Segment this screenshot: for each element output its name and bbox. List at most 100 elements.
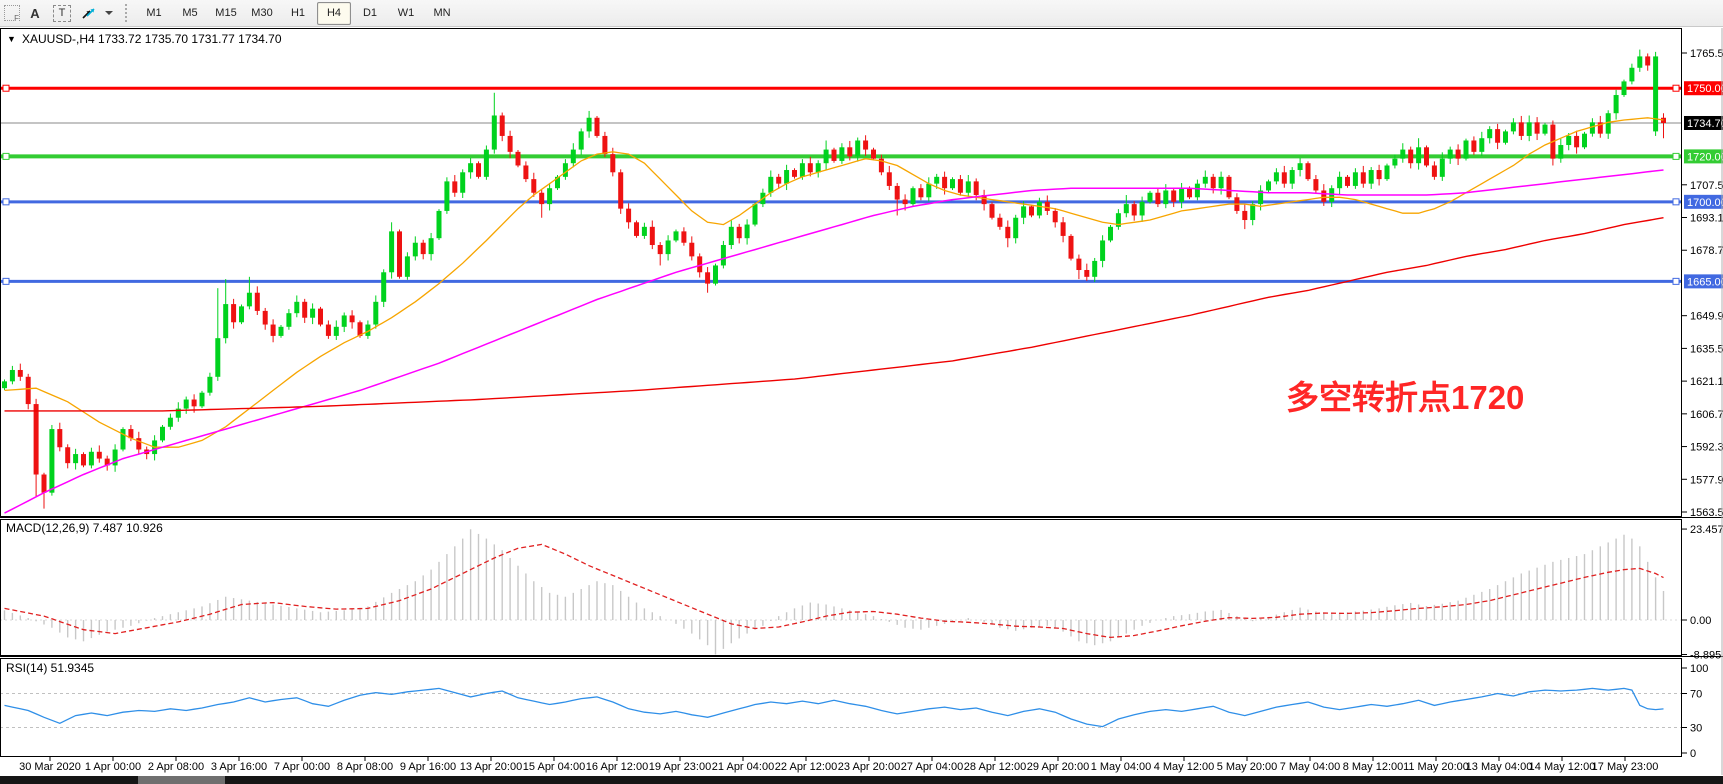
- macd-signal-line: [4, 543, 1664, 639]
- timeframe-button-M15[interactable]: M15: [215, 7, 237, 19]
- time-axis-label: 16 Apr 12:00: [586, 761, 648, 773]
- time-axis-label: 11 May 20:00: [1403, 761, 1469, 773]
- candle: [626, 208, 632, 223]
- candle: [1060, 222, 1066, 236]
- hline-price-label: [1684, 149, 1723, 164]
- candle: [1005, 226, 1011, 239]
- candle: [231, 304, 237, 323]
- price-tick-label: 1693.10: [1690, 213, 1723, 225]
- hline-handle[interactable]: [2, 84, 10, 92]
- text-label-tool-button[interactable]: T: [53, 4, 71, 22]
- time-axis-label: 14 May 12:00: [1529, 761, 1596, 773]
- candle: [1463, 140, 1469, 159]
- candle: [768, 176, 774, 193]
- price-tick-label: 1765.50: [1690, 48, 1723, 60]
- candle: [839, 147, 845, 161]
- timeframe-button-M30[interactable]: M30: [251, 7, 273, 19]
- candle: [468, 163, 474, 173]
- svg-text:1720.00: 1720.00: [1687, 151, 1723, 163]
- candle: [1171, 190, 1177, 202]
- candle: [57, 429, 63, 448]
- timeframe-button-D1[interactable]: D1: [362, 7, 378, 19]
- candle: [965, 181, 971, 193]
- time-axis[interactable]: 30 Mar 2020 1 Apr 00:00 2 Apr 08:00 3 Apr 1…: [19, 757, 1658, 773]
- timeframe-button-H4[interactable]: H4: [317, 1, 351, 25]
- candle: [926, 183, 932, 198]
- chart-title: XAUUSD-,H4 1733.72 1735.70 1731.77 1734.…: [22, 32, 282, 46]
- candle: [713, 265, 718, 284]
- pane-borders: [0, 28, 1723, 775]
- dropdown-caret-icon[interactable]: [105, 11, 113, 15]
- candle: [294, 301, 300, 314]
- candle: [894, 185, 900, 200]
- time-axis-label: 7 May 04:00: [1280, 761, 1341, 773]
- candle: [207, 376, 213, 393]
- timeframe-button-H1[interactable]: H1: [290, 7, 306, 19]
- candle: [17, 369, 23, 377]
- candle: [167, 417, 173, 427]
- time-axis-label: 13 May 04:00: [1466, 761, 1533, 773]
- chart-area[interactable]: 多空转折点1720 1765.50 1707.50 1693.10 1678.70 164…: [0, 27, 1723, 784]
- annotation-text[interactable]: 多空转折点1720: [1286, 379, 1524, 416]
- time-axis-label: 2 Apr 08:00: [148, 761, 204, 773]
- svg-text:1750.00: 1750.00: [1687, 83, 1723, 95]
- candle: [381, 272, 387, 302]
- price-tick-label: 1635.50: [1690, 343, 1723, 355]
- arrows-icon: [82, 8, 95, 19]
- candle: [1574, 135, 1580, 148]
- candle: [1044, 201, 1050, 211]
- chart-canvas[interactable]: 多空转折点1720 1765.50 1707.50 1693.10 1678.70 164…: [0, 27, 1723, 784]
- time-axis-label: 9 Apr 16:00: [400, 761, 456, 773]
- price-tick-label: 1678.70: [1690, 245, 1723, 257]
- candle: [325, 324, 331, 336]
- candle: [41, 474, 47, 493]
- candle: [215, 338, 221, 377]
- candle: [957, 179, 963, 193]
- time-axis-label: 28 Apr 12:00: [964, 761, 1026, 773]
- hline-handle[interactable]: [1672, 152, 1680, 160]
- hline-handle[interactable]: [2, 198, 10, 206]
- hline-handle[interactable]: [1672, 277, 1680, 285]
- time-axis-label: 1 May 04:00: [1091, 761, 1152, 773]
- price-tick-label: 1621.10: [1690, 376, 1723, 388]
- hline-handle[interactable]: [2, 277, 10, 285]
- time-axis-label: 21 Apr 04:00: [712, 761, 774, 773]
- candle: [878, 158, 884, 173]
- hline-handle[interactable]: [1672, 198, 1680, 206]
- font-tool-button[interactable]: A: [30, 5, 40, 21]
- candle: [1321, 190, 1327, 202]
- candle: [736, 226, 742, 239]
- candle: [341, 315, 347, 327]
- svg-text:1700.00: 1700.00: [1687, 197, 1723, 209]
- indicator-arrows-button[interactable]: [77, 2, 101, 24]
- time-axis-label: 27 Apr 04:00: [901, 761, 963, 773]
- candle: [1139, 201, 1145, 216]
- rsi-scale-label: 0: [1690, 748, 1696, 760]
- toolbar-grip-icon[interactable]: F: [4, 5, 20, 23]
- candle: [1479, 138, 1485, 152]
- timeframe-button-MN[interactable]: MN: [433, 7, 451, 19]
- timeframe-button-W1[interactable]: W1: [397, 7, 415, 19]
- candle: [112, 449, 118, 466]
- price-tick-label: 1563.50: [1690, 507, 1723, 519]
- candle: [128, 429, 134, 439]
- time-axis-label: 19 Apr 23:00: [649, 761, 711, 773]
- candle: [562, 163, 568, 177]
- hline-handle[interactable]: [2, 152, 10, 160]
- symbol-dropdown-icon[interactable]: ▼: [7, 34, 16, 44]
- timeframe-button-M5[interactable]: M5: [182, 7, 198, 19]
- candle: [412, 242, 418, 257]
- candle: [1155, 192, 1161, 205]
- candle: [270, 324, 276, 336]
- hline-handle[interactable]: [1672, 84, 1680, 92]
- candle: [96, 451, 102, 459]
- timeframe-button-M1[interactable]: M1: [146, 7, 162, 19]
- candle: [665, 240, 671, 255]
- hline-price-label: [1684, 274, 1723, 289]
- candle: [1313, 179, 1319, 191]
- candle: [1352, 172, 1358, 186]
- candle: [776, 176, 782, 184]
- candle: [1368, 170, 1374, 184]
- price-tick-label: 1649.90: [1690, 311, 1723, 323]
- candle: [1534, 122, 1540, 134]
